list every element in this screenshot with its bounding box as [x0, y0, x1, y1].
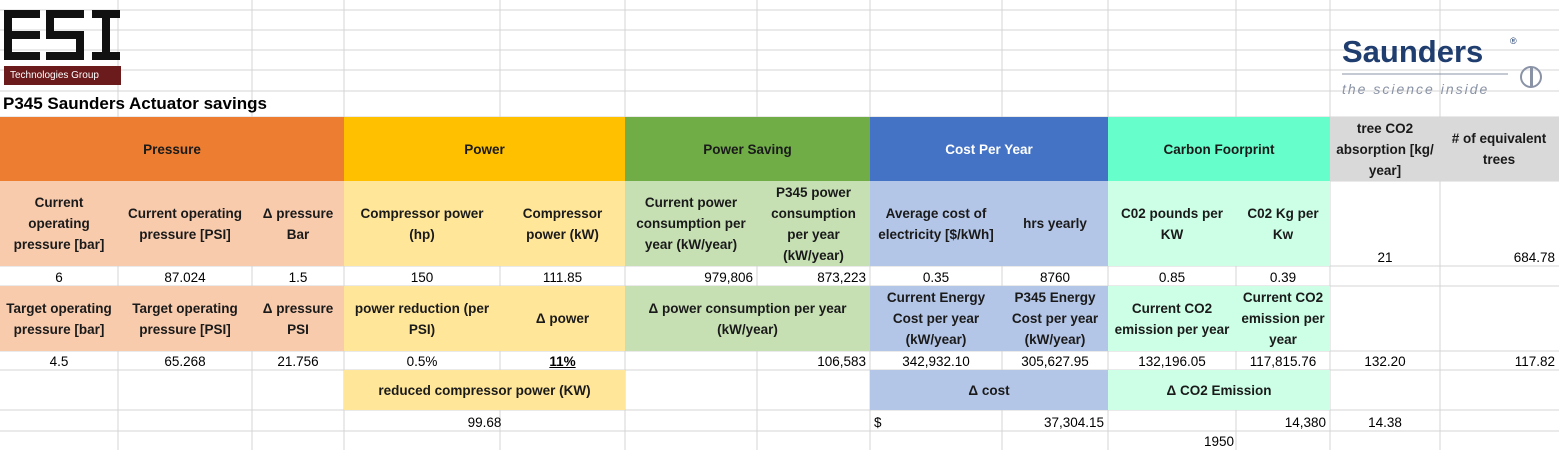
esi-logo — [4, 10, 120, 60]
header-equivalent-trees: # of equivalent trees — [1440, 117, 1559, 181]
value-current-co2-2[interactable]: 117,815.76 — [1249, 354, 1317, 369]
header-power-saving: Power Saving — [625, 117, 870, 181]
label-delta-cost: Δ cost — [870, 370, 1108, 410]
value-hrs-yearly[interactable]: 8760 — [1039, 270, 1071, 285]
value-p345-consumption[interactable]: 873,223 — [817, 270, 866, 285]
esi-subtitle: Technologies Group — [4, 66, 121, 85]
value-tree-absorption[interactable]: 21 — [1377, 250, 1393, 265]
label-p345-energy-cost: P345 Energy Cost per year (kW/year) — [1002, 286, 1108, 351]
label-current-psi: Current operating pressure [PSI] — [118, 181, 252, 266]
value-current-bar[interactable]: 6 — [55, 270, 63, 285]
label-current-energy-cost: Current Energy Cost per year (kW/year) — [870, 286, 1002, 351]
value-delta-cost[interactable]: 37,304.15 — [1043, 415, 1104, 430]
value-reduced-power[interactable]: 99.68 — [467, 415, 502, 430]
value-co2-pounds[interactable]: 0.85 — [1158, 270, 1186, 285]
label-compressor-hp: Compressor power (hp) — [344, 181, 500, 266]
header-tree-absorption: tree CO2 absorption [kg/ year] — [1330, 117, 1440, 181]
value-current-energy-cost[interactable]: 342,932.10 — [902, 354, 970, 369]
value-delta-consumption[interactable]: 106,583 — [817, 354, 866, 369]
label-delta-psi: Δ pressure PSI — [252, 286, 344, 351]
svg-text:®: ® — [1510, 36, 1517, 46]
label-co2-kg: C02 Kg per Kw — [1236, 181, 1330, 266]
label-reduced-power: reduced compressor power (KW) — [344, 370, 625, 410]
header-cost-per-year: Cost Per Year — [870, 117, 1108, 181]
value-delta-bar[interactable]: 1.5 — [288, 270, 308, 285]
header-carbon: Carbon Foorprint — [1108, 117, 1330, 181]
value-delta-co2[interactable]: 14,380 — [1284, 415, 1326, 430]
label-delta-consumption: Δ power consumption per year (kW/year) — [625, 286, 870, 351]
value-target-bar[interactable]: 4.5 — [49, 354, 69, 369]
value-target-psi[interactable]: 65.268 — [164, 354, 206, 369]
label-delta-co2: Δ CO2 Emission — [1108, 370, 1330, 410]
label-delta-bar: Δ pressure Bar — [252, 181, 344, 266]
header-power: Power — [344, 117, 625, 181]
value-delta-psi[interactable]: 21.756 — [277, 354, 319, 369]
value-current-consumption[interactable]: 979,806 — [704, 270, 753, 285]
header-pressure: Pressure — [0, 117, 344, 181]
value-current-co2[interactable]: 132,196.05 — [1138, 354, 1206, 369]
value-compressor-hp[interactable]: 150 — [410, 270, 434, 285]
sheet-title: P345 Saunders Actuator savings — [3, 94, 267, 113]
label-current-co2: Current CO2 emission per year — [1108, 286, 1236, 351]
value-avg-cost[interactable]: 0.35 — [922, 270, 950, 285]
label-target-psi: Target operating pressure [PSI] — [118, 286, 252, 351]
value-compressor-kw[interactable]: 111.85 — [542, 270, 583, 285]
label-delta-power: Δ power — [500, 286, 625, 351]
label-compressor-kw: Compressor power (kW) — [500, 181, 625, 266]
label-co2-pounds: C02 pounds per KW — [1108, 181, 1236, 266]
label-p345-consumption: P345 power consumption per year (kW/year… — [757, 181, 870, 266]
value-currency[interactable]: $ — [874, 415, 882, 430]
saunders-name: Saunders — [1342, 34, 1483, 69]
label-avg-cost: Average cost of electricity [$/kWh] — [870, 181, 1002, 266]
label-current-bar: Current operating pressure [bar] — [0, 181, 118, 266]
label-current-co2-2: Current CO2 emission per year — [1236, 286, 1330, 351]
label-current-consumption: Current power consumption per year (kW/y… — [625, 181, 757, 266]
saunders-logo: Saunders ® the science inside — [1342, 34, 1542, 97]
value-p345-energy-cost[interactable]: 305,627.95 — [1021, 354, 1089, 369]
value-current-psi[interactable]: 87.024 — [164, 270, 206, 285]
value-trees-2b[interactable]: 117.82 — [1514, 354, 1555, 369]
value-equivalent-trees[interactable]: 684.78 — [1513, 250, 1555, 265]
label-power-reduction: power reduction (per PSI) — [344, 286, 500, 351]
value-delta-power[interactable]: 11% — [549, 354, 576, 369]
value-delta-co2-t[interactable]: 14.38 — [1368, 415, 1402, 430]
label-hrs-yearly: hrs yearly — [1002, 181, 1108, 266]
value-power-reduction[interactable]: 0.5% — [406, 354, 438, 369]
value-trees-2a[interactable]: 132.20 — [1364, 354, 1406, 369]
value-misc[interactable]: 1950 — [1203, 434, 1235, 449]
saunders-tagline: the science inside — [1342, 81, 1489, 97]
value-co2-kg[interactable]: 0.39 — [1269, 270, 1297, 285]
label-target-bar: Target operating pressure [bar] — [0, 286, 118, 351]
